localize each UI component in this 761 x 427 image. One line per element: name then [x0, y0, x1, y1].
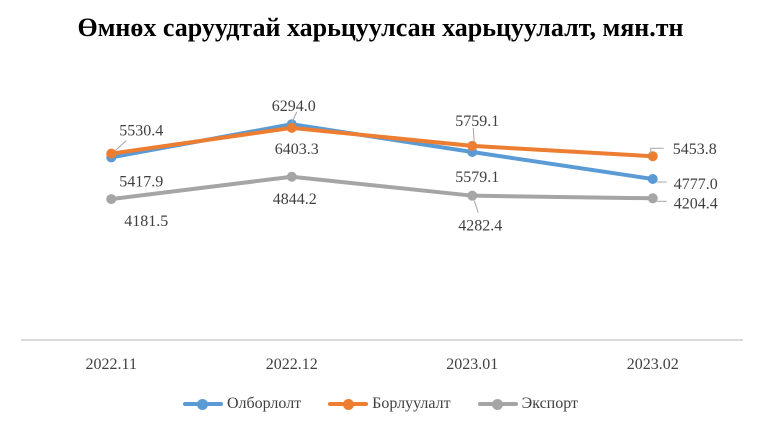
x-axis-label: 2022.11 [86, 356, 137, 373]
chart-title: Өмнөх саруудтай харьцуулсан харьцуулалт,… [77, 13, 684, 42]
label-leader-line [472, 127, 475, 143]
legend-item-borluulalt: Борлуулалт [328, 395, 451, 413]
data-label: 4204.4 [674, 195, 718, 212]
data-label: 4282.4 [458, 218, 502, 235]
data-label: 6294.0 [272, 98, 316, 115]
data-point [647, 174, 658, 185]
legend-dot-icon [342, 398, 354, 410]
legend-dot-icon [492, 398, 504, 410]
series-line-2 [109, 174, 655, 202]
data-label: 5453.8 [673, 141, 717, 158]
data-point [467, 190, 478, 201]
data-point [286, 122, 297, 133]
legend-item-olborlolt: Олборлолт [182, 395, 302, 413]
legend-dot-icon [197, 398, 209, 410]
x-axis-label: 2023.01 [446, 356, 498, 373]
data-label: 6403.3 [275, 141, 319, 158]
data-point [106, 194, 117, 205]
legend: Олборлолт Борлуулалт Экспорт [0, 393, 761, 415]
data-point [467, 140, 478, 151]
data-point [647, 193, 658, 204]
legend-label: Борлуулалт [372, 395, 451, 412]
data-label: 4844.2 [273, 191, 317, 208]
x-axis-label: 2022.12 [266, 356, 318, 373]
legend-line-marker-icon [328, 398, 369, 410]
legend-label: Олборлолт [226, 395, 302, 412]
data-label: 5759.1 [455, 113, 499, 130]
data-label: 5530.4 [119, 123, 163, 140]
data-point [106, 148, 117, 159]
legend-item-eksport: Экспорт [477, 395, 579, 413]
series-line-1 [109, 125, 655, 159]
data-label: 5417.9 [119, 173, 163, 190]
data-label: 4777.0 [674, 176, 718, 193]
legend-line-marker-icon [477, 398, 518, 410]
x-axis-label: 2023.02 [627, 356, 679, 373]
data-label: 5579.1 [455, 169, 499, 186]
legend-line-marker-icon [182, 398, 223, 410]
data-point [286, 171, 297, 182]
data-label: 4181.5 [124, 213, 168, 230]
label-leader-line [473, 200, 479, 213]
legend-label: Экспорт [521, 395, 579, 412]
label-leader-line [114, 140, 127, 151]
label-leader-line [650, 147, 664, 155]
data-point [647, 151, 658, 162]
label-leader-line [291, 111, 298, 124]
